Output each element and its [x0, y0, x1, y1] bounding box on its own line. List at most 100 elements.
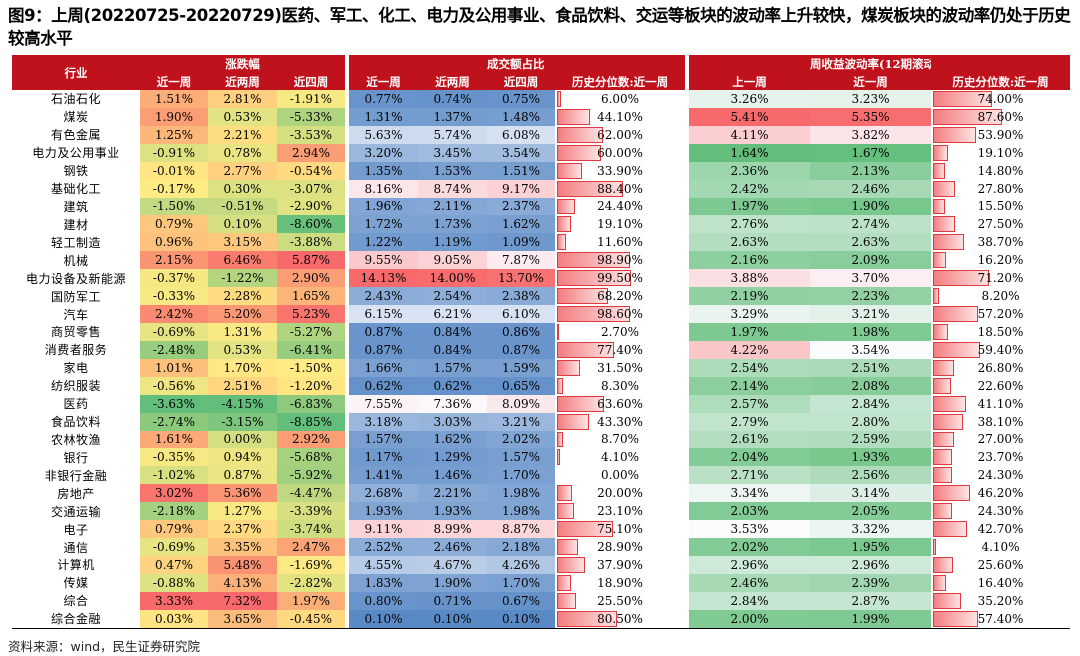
turnover-4w: 2.38%	[487, 287, 555, 306]
change-4w: -8.85%	[277, 412, 345, 431]
vol-last-week: 2.04%	[689, 448, 810, 467]
percentile-bar	[557, 485, 572, 502]
percentile-bar	[557, 610, 617, 627]
turnover-2w: 0.71%	[418, 591, 487, 610]
turnover-2w: 0.84%	[418, 322, 487, 341]
column-gap	[685, 520, 689, 539]
vol-hist-pct: 38.10%	[931, 412, 1070, 431]
vol-last-week: 2.36%	[689, 161, 810, 180]
turnover-4w: 2.02%	[487, 430, 555, 449]
turnover-4w: 0.65%	[487, 376, 555, 395]
percentile-bar	[933, 91, 992, 107]
change-4w: -5.27%	[277, 322, 345, 341]
percentile-bar	[557, 503, 575, 520]
percentile-bar	[557, 592, 576, 609]
change-4w: -3.88%	[277, 233, 345, 252]
vol-this-week: 1.93%	[810, 448, 931, 467]
turnover-4w: 1.62%	[487, 215, 555, 234]
change-2w: 7.32%	[208, 591, 277, 610]
percentile-value: 87.60%	[977, 109, 1024, 124]
percentile-value: 75.10%	[597, 522, 643, 537]
percentile-bar	[557, 162, 583, 179]
change-1w: -0.88%	[140, 573, 208, 592]
turnover-hist-pct: 62.00%	[555, 125, 685, 144]
column-gap	[685, 215, 689, 234]
column-gap	[345, 376, 349, 395]
change-1w: 1.90%	[140, 107, 208, 126]
turnover-4w: 1.98%	[487, 484, 555, 503]
table-row: 综合 3.33% 7.32% 1.97% 0.80% 0.71% 0.67% 25.50% 2.…	[12, 591, 1070, 610]
table-row: 煤炭 1.90% 0.53% -5.33% 1.31% 1.37% 1.48% 44.10% 5…	[12, 107, 1070, 126]
percentile-value: 23.10%	[597, 504, 643, 519]
header-turnover-1w: 近一周	[349, 73, 418, 90]
percentile-bar	[557, 198, 576, 215]
change-1w: -0.91%	[140, 143, 208, 162]
turnover-hist-pct: 98.90%	[555, 251, 685, 270]
turnover-hist-pct: 44.10%	[555, 107, 685, 126]
turnover-hist-pct: 11.60%	[555, 233, 685, 252]
vol-this-week: 3.82%	[810, 125, 931, 144]
change-1w: -0.37%	[140, 269, 208, 288]
percentile-value: 99.50%	[597, 271, 643, 286]
vol-this-week: 3.21%	[810, 305, 931, 323]
change-2w: 2.28%	[208, 287, 277, 306]
column-gap	[345, 555, 349, 574]
percentile-bar	[557, 144, 602, 161]
change-1w: -2.74%	[140, 412, 208, 431]
industry-name: 汽车	[63, 307, 89, 322]
turnover-4w: 0.75%	[487, 90, 555, 108]
table-row: 国防军工 -0.33% 2.28% 1.65% 2.43% 2.54% 2.38% 68.20…	[12, 287, 1070, 306]
percentile-bar	[933, 216, 955, 233]
vol-last-week: 3.34%	[689, 484, 810, 503]
percentile-bar	[933, 108, 1003, 125]
percentile-value: 33.90%	[597, 163, 643, 178]
percentile-value: 27.80%	[977, 181, 1024, 196]
turnover-hist-pct: 80.50%	[555, 609, 685, 629]
industry-name: 消费者服务	[44, 343, 108, 358]
vol-last-week: 2.63%	[689, 233, 810, 252]
turnover-hist-pct: 2.70%	[555, 322, 685, 341]
turnover-2w: 1.46%	[418, 466, 487, 485]
turnover-1w: 6.15%	[349, 305, 418, 323]
industry-name: 电力设备及新能源	[25, 271, 126, 286]
percentile-bar	[557, 306, 631, 322]
turnover-hist-pct: 60.00%	[555, 143, 685, 162]
percentile-bar	[557, 180, 623, 197]
header-turnover-2w: 近两周	[418, 73, 487, 90]
percentile-value: 19.10%	[977, 145, 1024, 160]
industry-name: 农林牧渔	[50, 432, 101, 447]
turnover-4w: 1.98%	[487, 502, 555, 521]
percentile-value: 24.40%	[597, 199, 643, 214]
percentile-bar	[933, 610, 979, 627]
table-row: 机械 2.15% 6.46% 5.87% 9.55% 9.05% 7.87% 98.90% 2.…	[12, 251, 1070, 270]
industry-name: 非银行金融	[44, 468, 108, 483]
percentile-bar	[557, 413, 590, 430]
industry-name: 基础化工	[50, 182, 101, 197]
vol-last-week: 2.14%	[689, 376, 810, 395]
change-2w: -1.22%	[208, 269, 277, 288]
industry-name: 煤炭	[63, 110, 89, 125]
turnover-4w: 8.87%	[487, 520, 555, 539]
column-gap	[685, 394, 689, 413]
column-gap	[345, 538, 349, 556]
percentile-value: 18.50%	[977, 324, 1024, 339]
turnover-4w: 2.37%	[487, 197, 555, 216]
vol-last-week: 2.61%	[689, 430, 810, 449]
table-row: 纺织服装 -0.56% 2.51% -1.20% 0.62% 0.62% 0.65% 8.30…	[12, 376, 1070, 395]
vol-this-week: 3.54%	[810, 340, 931, 359]
turnover-hist-pct: 33.90%	[555, 161, 685, 180]
change-2w: 5.20%	[208, 305, 277, 323]
column-gap	[685, 430, 689, 449]
change-1w: 1.51%	[140, 90, 208, 108]
vol-hist-pct: 15.50%	[931, 197, 1070, 216]
percentile-value: 19.10%	[597, 217, 643, 232]
vol-last-week: 1.97%	[689, 197, 810, 216]
turnover-4w: 1.51%	[487, 161, 555, 180]
change-2w: 2.51%	[208, 376, 277, 395]
vol-hist-pct: 26.80%	[931, 358, 1070, 377]
turnover-2w: 3.03%	[418, 412, 487, 431]
percentile-value: 46.20%	[977, 486, 1024, 501]
percentile-bar	[557, 395, 605, 412]
turnover-4w: 4.26%	[487, 555, 555, 574]
percentile-value: 37.90%	[597, 557, 643, 572]
